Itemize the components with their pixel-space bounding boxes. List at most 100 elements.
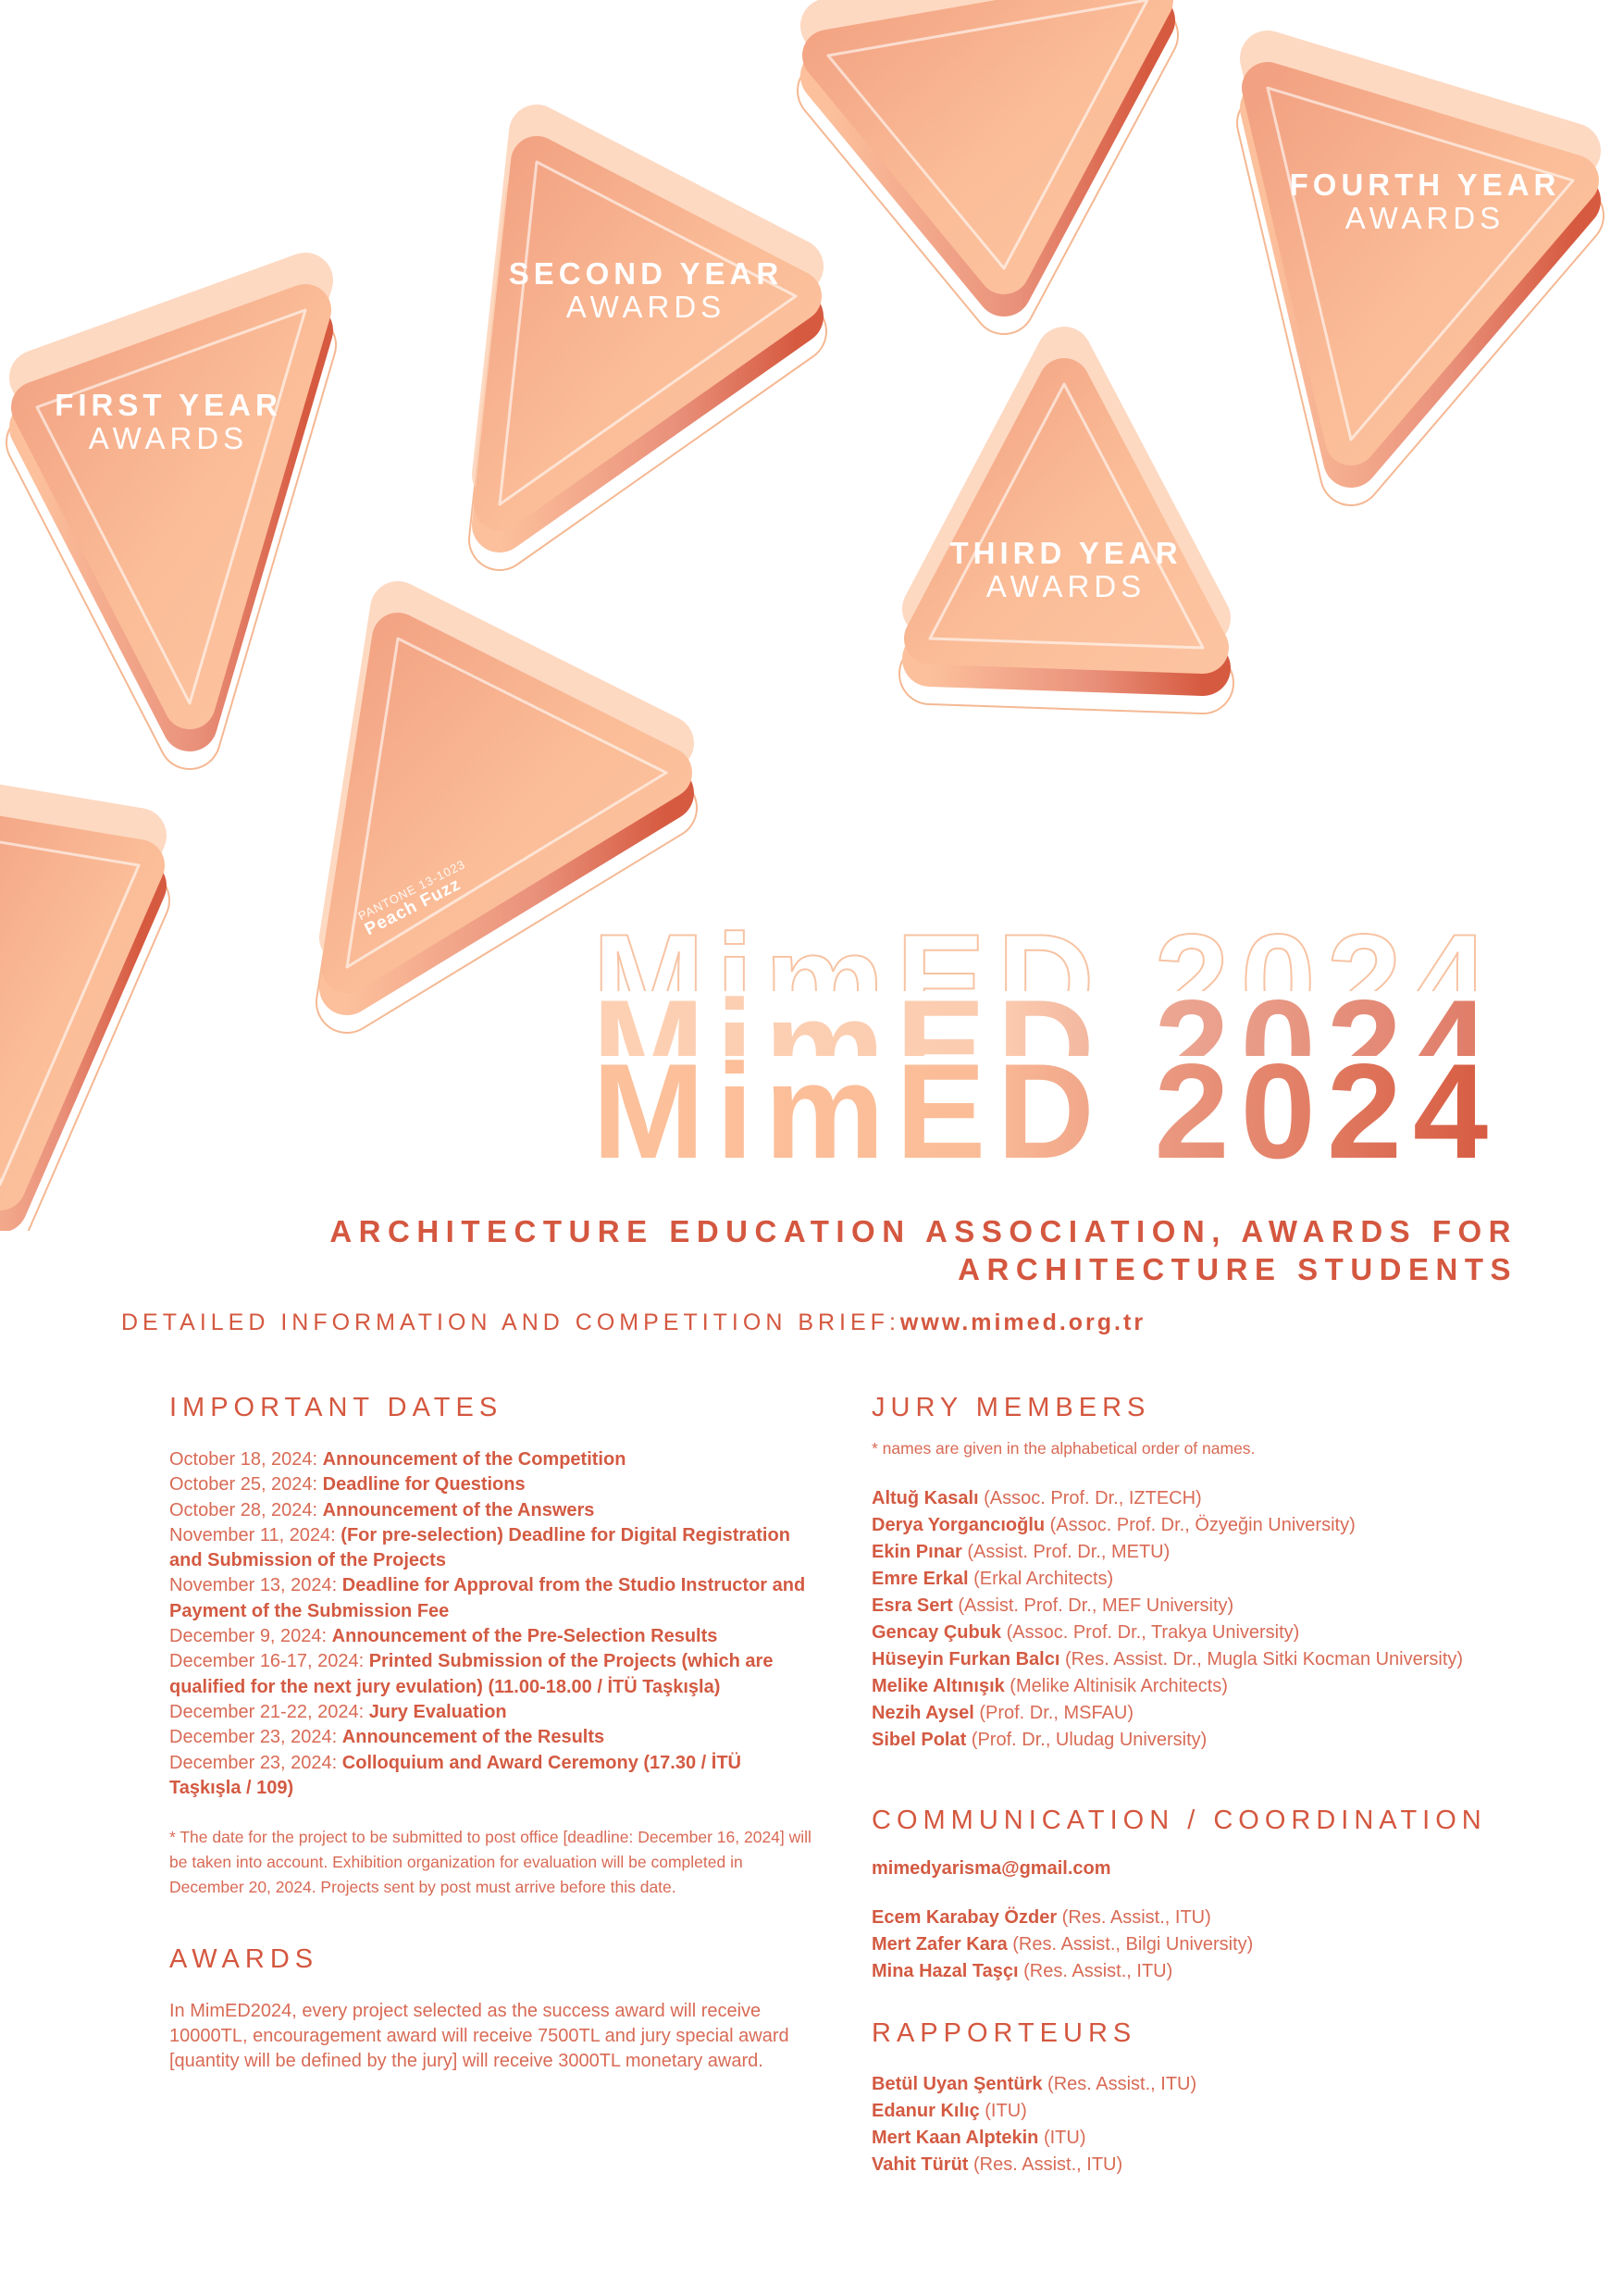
second-year-awards-label: SECOND YEAR AWARDS [508,256,784,325]
person-name: Mert Zafer Kara [872,1934,1008,1955]
person-role: (Prof. Dr., MSFAU) [973,1703,1134,1723]
detail-info: DETAILED INFORMATION AND COMPETITION BRI… [121,1309,1146,1335]
person-item: Edanur Kılıç (ITU) [872,2098,1593,2125]
triangle-shape [1236,31,1604,506]
coordination-list: Ecem Karabay Özder (Res. Assist., ITU) Me… [872,1905,1593,1985]
person-role: (Res. Assist., ITU) [1042,2074,1197,2094]
person-role: (Melike Altinisik Architects) [1004,1676,1228,1696]
date-label: October 25, 2024: [169,1474,323,1496]
person-item: Ekin Pınar (Assist. Prof. Dr., METU) [872,1539,1593,1566]
date-event: (For pre-selection) Deadline for Digital… [169,1524,790,1571]
date-label: October 28, 2024: [169,1499,323,1520]
person-item: Gencay Çubuk (Assoc. Prof. Dr., Trakya U… [872,1620,1593,1646]
date-item: December 9, 2024: Announcement of the Pr… [169,1624,817,1649]
date-label: November 13, 2024: [169,1575,342,1596]
date-item: October 25, 2024: Deadline for Questions [169,1472,817,1497]
person-name: Melike Altınışık [872,1676,1005,1696]
person-role: (Res. Assist., ITU) [1057,1907,1211,1928]
first-year-awards-label: FIRST YEAR AWARDS [55,388,282,456]
triangle-shape [6,253,337,770]
date-event: Deadline for Approval from the Studio In… [169,1575,806,1621]
person-role: (Res. Assist. Dr., Mugla Sitki Kocman Un… [1059,1649,1464,1669]
person-item: Mina Hazal Taşçı (Res. Assist., ITU) [872,1958,1593,1985]
date-item: November 13, 2024: Deadline for Approval… [169,1573,817,1624]
date-item: November 11, 2024: (For pre-selection) D… [169,1523,817,1574]
date-label: December 23, 2024: [169,1752,342,1773]
person-item: Betül Uyan Şentürk (Res. Assist., ITU) [872,2071,1593,2098]
person-item: Nezih Aysel (Prof. Dr., MSFAU) [872,1700,1593,1727]
date-event: Jury Evaluation [368,1701,507,1722]
date-item: December 21-22, 2024: Jury Evaluation [169,1700,817,1725]
page-title: MimED 2024 [592,1057,1527,1166]
person-name: Sibel Polat [872,1730,967,1750]
title-outline-layer: MimED 2024 [592,921,1527,991]
date-label: October 18, 2024: [169,1449,323,1470]
date-item: October 28, 2024: Announcement of the An… [169,1498,817,1523]
website-link[interactable]: www.mimed.org.tr [899,1309,1146,1335]
date-event: Printed Submission of the Projects (whic… [169,1651,774,1697]
date-event: Deadline for Questions [322,1474,526,1496]
contact-email[interactable]: mimedyarisma@gmail.com [872,1858,1111,1879]
person-role: (Erkal Architects) [968,1569,1114,1589]
person-role: (Prof. Dr., Uludag University) [966,1730,1208,1750]
subtitle: ARCHITECTURE EDUCATION ASSOCIATION, AWAR… [329,1214,1518,1286]
person-item: Mert Zafer Kara (Res. Assist., Bilgi Uni… [872,1931,1593,1958]
person-name: Mina Hazal Taşçı [872,1961,1019,1981]
person-name: Betül Uyan Şentürk [872,2074,1043,2094]
person-item: Hüseyin Furkan Balcı (Res. Assist. Dr., … [872,1646,1593,1673]
date-event: Announcement of the Answers [322,1499,595,1520]
person-item: Mert Kaan Alptekin (ITU) [872,2125,1593,2152]
person-name: Ekin Pınar [872,1542,962,1562]
jury-heading: JURY MEMBERS [872,1393,1151,1422]
person-role: (ITU) [1038,2128,1086,2148]
dates-note: * The date for the project to be submitt… [169,1828,812,1897]
person-role: (Assoc. Prof. Dr., IZTECH) [978,1488,1202,1508]
person-role: (Assist. Prof. Dr., MEF University) [952,1595,1234,1616]
triangle-shape [316,581,698,1034]
person-role: (Assist. Prof. Dr., METU) [961,1542,1171,1562]
person-name: Emre Erkal [872,1569,969,1589]
date-label: December 21-22, 2024: [169,1701,369,1722]
jury-list: Altuğ Kasalı (Assoc. Prof. Dr., IZTECH) D… [872,1485,1593,1754]
awards-text: In MimED2024, every project selected as … [169,2001,789,2072]
person-name: Nezih Aysel [872,1703,974,1723]
person-name: Ecem Karabay Özder [872,1907,1058,1928]
person-name: Gencay Çubuk [872,1622,1002,1643]
triangle-shape [0,784,170,1231]
date-label: December 23, 2024: [169,1727,342,1748]
person-item: Sibel Polat (Prof. Dr., Uludag Universit… [872,1727,1593,1754]
date-item: December 16-17, 2024: Printed Submission… [169,1649,817,1700]
date-label: December 9, 2024: [169,1626,332,1647]
date-event: Announcement of the Competition [322,1449,626,1470]
person-name: Mert Kaan Alptekin [872,2128,1039,2148]
date-event: Colloquium and Award Ceremony (17.30 / İ… [169,1752,741,1798]
person-name: Derya Yorgancıoğlu [872,1515,1046,1535]
rapporteurs-list: Betül Uyan Şentürk (Res. Assist., ITU) Ed… [872,2071,1593,2178]
person-item: Derya Yorgancıoğlu (Assoc. Prof. Dr., Öz… [872,1512,1593,1539]
person-item: Altuğ Kasalı (Assoc. Prof. Dr., IZTECH) [872,1485,1593,1512]
date-label: December 16-17, 2024: [169,1651,369,1672]
person-role: (Res. Assist., Bilgi University) [1007,1934,1254,1955]
person-role: (Assoc. Prof. Dr., Özyeğin University) [1045,1515,1356,1535]
triangle-shape [468,105,827,571]
person-role: (ITU) [979,2101,1027,2121]
awards-heading: AWARDS [169,1944,319,1975]
date-item: December 23, 2024: Colloquium and Award … [169,1751,817,1802]
date-event: Announcement of the Pre-Selection Result… [331,1626,718,1647]
person-role: (Res. Assist., ITU) [1018,1961,1173,1981]
date-event: Announcement of the Results [341,1727,605,1748]
person-name: Hüseyin Furkan Balcı [872,1649,1060,1669]
communication-heading: COMMUNICATION / COORDINATION [872,1806,1487,1835]
jury-note: * names are given in the alphabetical or… [872,1439,1256,1458]
important-dates-section: IMPORTANT DATES October 18, 2024: Announ… [169,1393,836,2074]
person-item: Emre Erkal (Erkal Architects) [872,1566,1593,1593]
triangle-shape [797,0,1179,335]
person-name: Vahit Türüt [872,2154,969,2175]
date-label: November 11, 2024: [169,1524,341,1545]
person-item: Vahit Türüt (Res. Assist., ITU) [872,2152,1593,2178]
important-dates-heading: IMPORTANT DATES [169,1393,503,1422]
fourth-year-awards-label: FOURTH YEAR AWARDS [1289,168,1561,236]
third-year-awards-label: THIRD YEAR AWARDS [949,536,1183,604]
date-item: October 18, 2024: Announcement of the Co… [169,1447,817,1472]
triangle-shape [898,327,1234,714]
